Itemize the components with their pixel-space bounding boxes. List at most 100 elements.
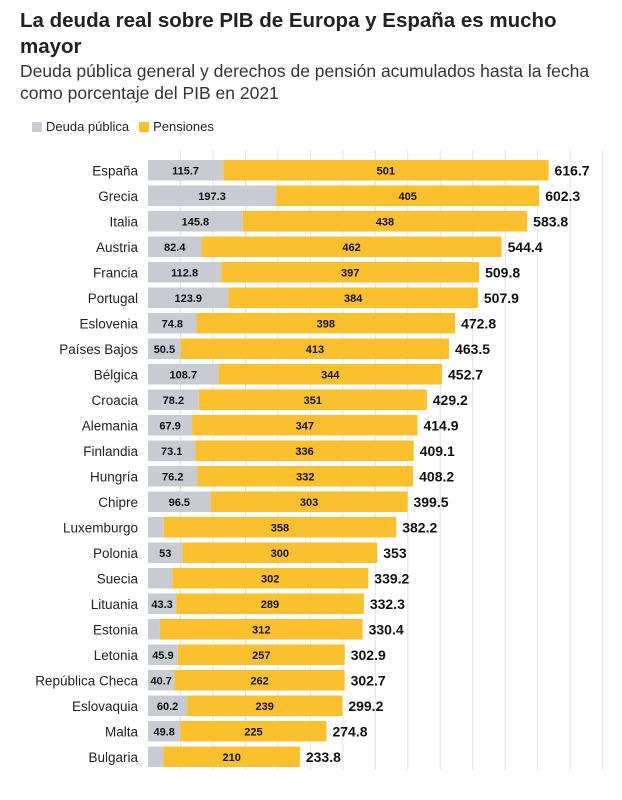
data-label-debt: 50.5 bbox=[154, 344, 175, 356]
data-label-pension: 397 bbox=[341, 267, 359, 279]
bar-debt bbox=[148, 491, 211, 512]
legend-swatch-debt bbox=[32, 121, 42, 132]
category-label: Bulgaria bbox=[88, 750, 138, 765]
data-label-debt: 123.9 bbox=[174, 293, 202, 305]
category-label: Bélgica bbox=[94, 367, 139, 382]
data-label-debt: 145.8 bbox=[182, 216, 210, 228]
bar-pension bbox=[192, 415, 418, 436]
total-label: 509.8 bbox=[485, 264, 520, 280]
data-label-pension: 344 bbox=[321, 369, 340, 381]
data-label-pension: 384 bbox=[344, 293, 363, 305]
data-label-pension: 501 bbox=[377, 165, 395, 177]
bar-pension bbox=[172, 568, 369, 589]
total-label: 302.7 bbox=[351, 672, 386, 688]
bar-pension bbox=[163, 746, 300, 767]
bar-pension bbox=[196, 313, 456, 334]
bar-pension bbox=[218, 364, 443, 385]
category-label: Lituania bbox=[91, 597, 139, 612]
total-label: 583.8 bbox=[533, 213, 568, 229]
legend-item-debt: Deuda pública bbox=[32, 119, 129, 134]
data-label-debt: 76.2 bbox=[162, 471, 183, 483]
bar-debt bbox=[148, 517, 164, 538]
bar-pension bbox=[210, 491, 408, 512]
total-label: 302.9 bbox=[351, 647, 386, 663]
data-label-pension: 300 bbox=[271, 548, 289, 560]
legend-item-pension: Pensiones bbox=[139, 119, 214, 134]
category-label: Alemania bbox=[82, 418, 139, 433]
chart-subtitle: Deuda pública general y derechos de pens… bbox=[20, 61, 590, 103]
data-label-pension: 257 bbox=[252, 650, 270, 662]
data-label-pension: 289 bbox=[261, 599, 279, 611]
category-label: Portugal bbox=[88, 291, 138, 306]
category-label: Italia bbox=[109, 214, 138, 229]
total-label: 429.2 bbox=[433, 392, 468, 408]
data-label-debt: 74.8 bbox=[162, 318, 183, 330]
data-label-debt: 49.8 bbox=[153, 726, 174, 738]
bar-debt bbox=[148, 364, 219, 385]
total-label: 382.2 bbox=[402, 519, 437, 535]
total-label: 463.5 bbox=[455, 341, 490, 357]
data-label-pension: 347 bbox=[296, 420, 314, 432]
category-label: Letonia bbox=[94, 648, 139, 663]
bar-pension bbox=[223, 160, 549, 181]
bar-pension bbox=[163, 517, 397, 538]
bar-pension bbox=[180, 338, 450, 359]
category-label: Estonia bbox=[93, 622, 139, 637]
category-label: Francia bbox=[93, 265, 139, 280]
data-label-pension: 332 bbox=[296, 471, 314, 483]
bar-pension bbox=[228, 287, 478, 308]
category-label: Luxemburgo bbox=[63, 520, 138, 535]
bar-pension bbox=[201, 236, 502, 257]
bar-debt bbox=[148, 542, 183, 563]
data-label-pension: 358 bbox=[271, 522, 289, 534]
bar-debt bbox=[148, 746, 164, 767]
bar-pension bbox=[197, 466, 414, 487]
data-label-debt: 60.2 bbox=[157, 701, 178, 713]
bar-debt bbox=[148, 160, 224, 181]
data-label-debt: 67.9 bbox=[159, 420, 180, 432]
data-label-debt: 43.3 bbox=[151, 599, 172, 611]
category-label: Finlandia bbox=[83, 444, 138, 459]
bar-pension bbox=[159, 619, 363, 640]
data-label-pension: 413 bbox=[306, 344, 324, 356]
bar-pension bbox=[174, 670, 345, 691]
data-label-debt: 82.4 bbox=[164, 242, 186, 254]
data-label-pension: 462 bbox=[342, 242, 360, 254]
category-label: Grecia bbox=[98, 189, 138, 204]
bar-debt bbox=[148, 287, 229, 308]
data-label-pension: 302 bbox=[261, 573, 279, 585]
category-label: Chipre bbox=[98, 495, 138, 510]
category-label: Polonia bbox=[93, 546, 139, 561]
bar-pension bbox=[276, 185, 540, 206]
data-label-pension: 210 bbox=[222, 752, 240, 764]
bar-pension bbox=[195, 440, 414, 461]
total-label: 452.7 bbox=[448, 366, 483, 382]
bar-debt bbox=[148, 338, 181, 359]
category-label: Eslovenia bbox=[79, 316, 138, 331]
category-label: Austria bbox=[96, 240, 139, 255]
bar-pension bbox=[187, 695, 343, 716]
bar-debt bbox=[148, 415, 193, 436]
chart-title: La deuda real sobre PIB de Europa y Espa… bbox=[20, 9, 557, 58]
data-label-pension: 405 bbox=[398, 191, 416, 203]
data-label-pension: 303 bbox=[300, 497, 318, 509]
bar-debt bbox=[148, 211, 243, 232]
total-label: 602.3 bbox=[545, 188, 580, 204]
data-label-pension: 262 bbox=[250, 675, 268, 687]
data-label-debt: 112.8 bbox=[171, 267, 198, 279]
bar-debt bbox=[148, 389, 199, 410]
data-label-debt: 78.2 bbox=[163, 395, 184, 407]
total-label: 274.8 bbox=[332, 723, 367, 739]
bar-debt bbox=[148, 568, 173, 589]
data-label-debt: 73.1 bbox=[161, 446, 182, 458]
data-label-debt: 96.5 bbox=[169, 497, 190, 509]
bar-pension bbox=[180, 721, 327, 742]
category-label: España bbox=[92, 163, 138, 178]
bar-debt bbox=[148, 313, 197, 334]
bar-pension bbox=[177, 644, 345, 665]
data-label-debt: 108.7 bbox=[170, 369, 198, 381]
total-label: 353 bbox=[383, 545, 407, 561]
category-label: Malta bbox=[105, 724, 139, 739]
category-label: Hungría bbox=[90, 469, 139, 484]
category-label: Países Bajos bbox=[59, 342, 138, 357]
